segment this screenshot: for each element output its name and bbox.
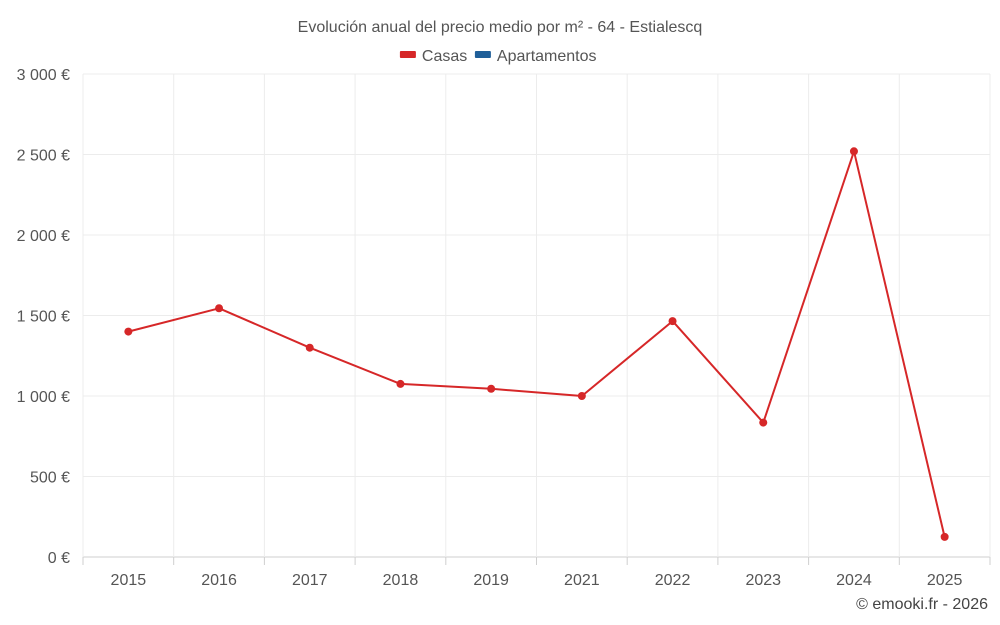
y-axis: 0 € 500 € 1 000 € 1 500 € 2 000 € 2 500 € 3 00… [17,67,70,567]
credit-text: © emooki.fr - 2026 [856,596,988,613]
x-tick-label: 2016 [201,572,237,589]
data-point-2025[interactable] [940,532,949,541]
chart-title: Evolución anual del precio medio por m² … [298,19,703,36]
x-tick-label: 2015 [111,572,147,589]
data-point-2015[interactable] [124,327,133,336]
y-tick-label: 2 000 € [17,228,70,245]
legend-swatch [399,51,416,58]
y-tick-label: 0 € [48,550,70,567]
x-tick-label: 2022 [655,572,691,589]
data-point-2023[interactable] [759,418,768,427]
x-tick-label: 2025 [927,572,963,589]
legend-item-casas[interactable]: Casas [399,48,467,65]
x-tick-label: 2018 [383,572,419,589]
series-line-casas [128,150,946,538]
x-tick-label: 2017 [292,572,328,589]
y-tick-label: 3 000 € [17,67,70,84]
grid [82,73,991,565]
x-tick-label: 2023 [745,572,781,589]
data-point-2022[interactable] [668,317,677,326]
legend: Casas Apartamentos [399,48,597,65]
x-tick-label: 2019 [473,572,509,589]
y-tick-label: 2 500 € [17,148,70,165]
legend-label: Casas [422,48,467,65]
legend-label: Apartamentos [497,48,597,65]
data-point-2017[interactable] [305,343,314,352]
y-tick-label: 1 000 € [17,389,70,406]
y-tick-label: 500 € [30,470,70,487]
legend-swatch [474,51,491,58]
legend-item-apartamentos[interactable]: Apartamentos [474,48,597,65]
x-tick-label: 2024 [836,572,872,589]
data-point-2018[interactable] [396,379,405,388]
x-tick-label: 2021 [564,572,600,589]
series-layer [124,147,949,541]
x-axis: 2015 2016 2017 2018 2019 2021 2022 2023 2024 2025 [111,572,963,589]
data-point-2019[interactable] [487,384,496,393]
y-tick-label: 1 500 € [17,309,70,326]
data-point-2021[interactable] [577,392,586,400]
data-point-2024[interactable] [849,147,858,156]
data-point-2016[interactable] [215,304,224,313]
